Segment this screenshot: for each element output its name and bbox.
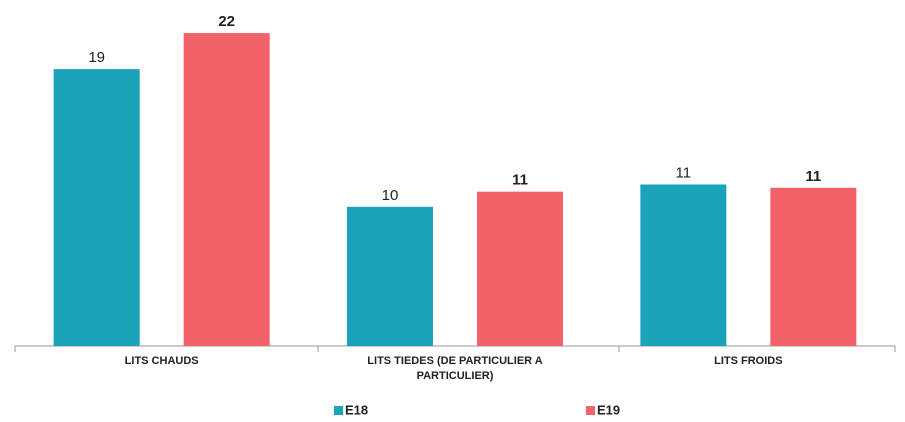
legend-label: E18 [345, 402, 368, 417]
x-tick-label: LITS FROIDS [714, 355, 783, 367]
legend-swatch [586, 406, 595, 415]
bar [640, 184, 727, 346]
legend-label: E19 [597, 402, 620, 417]
bar [183, 33, 270, 346]
value-label: 10 [382, 187, 399, 204]
x-tick-label: LITS CHAUDS [124, 355, 199, 367]
value-label: 22 [218, 13, 235, 30]
bar [770, 187, 857, 346]
value-label: 11 [676, 164, 692, 181]
value-label: 11 [512, 172, 528, 189]
bar [347, 206, 433, 346]
value-label: 11 [805, 168, 821, 185]
value-label: 19 [88, 49, 105, 66]
legend-swatch [334, 406, 343, 415]
bar [53, 69, 140, 347]
bar [477, 191, 563, 346]
x-tick-label: LITS TIEDES (DE PARTICULIER A PARTICULIE… [367, 355, 543, 382]
